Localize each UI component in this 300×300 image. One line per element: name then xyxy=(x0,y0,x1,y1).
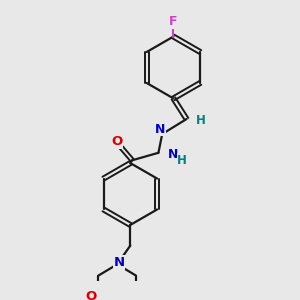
Text: O: O xyxy=(85,290,97,300)
Text: N: N xyxy=(155,123,166,136)
Text: F: F xyxy=(169,15,178,28)
Text: N: N xyxy=(113,256,124,269)
Text: N: N xyxy=(168,148,178,161)
Text: H: H xyxy=(196,114,206,128)
Text: H: H xyxy=(177,154,187,167)
Text: O: O xyxy=(112,135,123,148)
